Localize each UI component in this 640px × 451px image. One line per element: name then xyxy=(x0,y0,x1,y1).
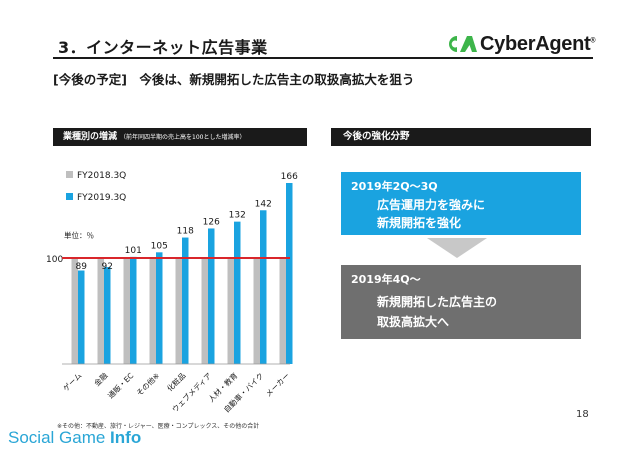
data-label: 105 xyxy=(151,241,168,251)
data-label: 126 xyxy=(203,217,220,227)
bar-fy2019 xyxy=(182,237,189,364)
box2-line2: 取扱高拡大へ xyxy=(377,315,450,329)
x-tick-label: メーカー xyxy=(264,371,292,399)
box1-line2: 新規開拓を強化 xyxy=(377,216,462,230)
strategy-box-near-term: 2019年2Q～3Q 広告運用力を強みに 新規開拓を強化 xyxy=(341,172,581,235)
logo-wordmark: CyberAgent® xyxy=(480,32,596,55)
bar-fy2018 xyxy=(97,258,104,364)
legend-label-fy2018: FY2018.3Q xyxy=(77,171,126,181)
bar-fy2019 xyxy=(78,270,85,364)
x-tick-label: 通販・EC xyxy=(105,370,135,400)
legend-swatch-fy2019 xyxy=(66,193,73,200)
bar-fy2018 xyxy=(123,258,130,364)
data-label: 166 xyxy=(281,172,298,182)
right-header-bar: 今後の強化分野 xyxy=(331,128,591,146)
box2-line1: 新規開拓した広告主の xyxy=(377,295,498,309)
bar-fy2018 xyxy=(149,258,156,364)
box2-period: 2019年4Q～ xyxy=(351,273,421,286)
bar-fy2018 xyxy=(175,258,182,364)
data-label: 92 xyxy=(102,262,113,272)
bar-fy2019 xyxy=(208,228,215,364)
bar-fy2019 xyxy=(234,221,241,364)
data-label: 132 xyxy=(229,211,246,221)
bar-fy2019 xyxy=(156,252,163,364)
down-arrow-icon xyxy=(427,238,487,258)
chart-header-note: （前年同四半期の売上高を100とした増減率） xyxy=(120,134,246,141)
legend-swatch-fy2018 xyxy=(66,171,73,178)
strategy-box-long-term: 2019年4Q～ 新規開拓した広告主の 取扱高拡大へ xyxy=(341,265,581,339)
bar-fy2019 xyxy=(130,256,137,364)
box1-period: 2019年2Q～3Q xyxy=(351,180,438,193)
subtitle: [今後の予定] 今後は、新規開拓した広告主の取扱高拡大を狙う xyxy=(53,72,415,87)
cyberagent-logo-icon xyxy=(449,36,477,52)
page-number: 18 xyxy=(576,409,589,420)
page-title: 3．インターネット広告事業 xyxy=(58,38,268,57)
data-label: 142 xyxy=(255,199,272,209)
bar-fy2018 xyxy=(279,258,286,364)
box1-line1: 広告運用力を強みに xyxy=(377,198,486,212)
x-tick-label: ゲーム xyxy=(61,371,83,393)
bar-chart: FY2018.3Q FY2019.3Q 単位：％ 100 89 92 101 105 1… xyxy=(46,171,298,414)
chart-header-bar: 業種別の増減 （前年同四半期の売上高を100とした増減率） xyxy=(53,128,307,146)
baseline-label: 100 xyxy=(46,255,63,265)
bar-fy2019 xyxy=(104,267,111,364)
cyberagent-logo: CyberAgent® xyxy=(443,32,596,56)
data-label: 118 xyxy=(177,227,194,237)
bar-fy2018 xyxy=(71,258,78,364)
bar-fy2018 xyxy=(253,258,260,364)
title-underline xyxy=(53,57,593,59)
bar-fy2019 xyxy=(286,183,293,364)
data-label: 101 xyxy=(125,246,142,256)
bar-fy2018 xyxy=(201,258,208,364)
watermark: Social Game Info xyxy=(8,428,142,447)
x-tick-label: 化粧品 xyxy=(164,370,187,393)
unit-label: 単位：％ xyxy=(64,230,94,240)
bar-fy2018 xyxy=(227,258,234,364)
legend-label-fy2019: FY2019.3Q xyxy=(77,193,126,203)
x-tick-label: 金融 xyxy=(92,370,110,388)
x-tick-label: その他※ xyxy=(134,370,161,397)
footnote: ※その他：不動産、旅行・レジャー、医療・コンプレックス、その他の合計 xyxy=(57,423,260,430)
bar-fy2019 xyxy=(260,210,267,364)
data-label: 89 xyxy=(76,262,88,272)
chart-header-label: 業種別の増減 xyxy=(63,132,118,142)
